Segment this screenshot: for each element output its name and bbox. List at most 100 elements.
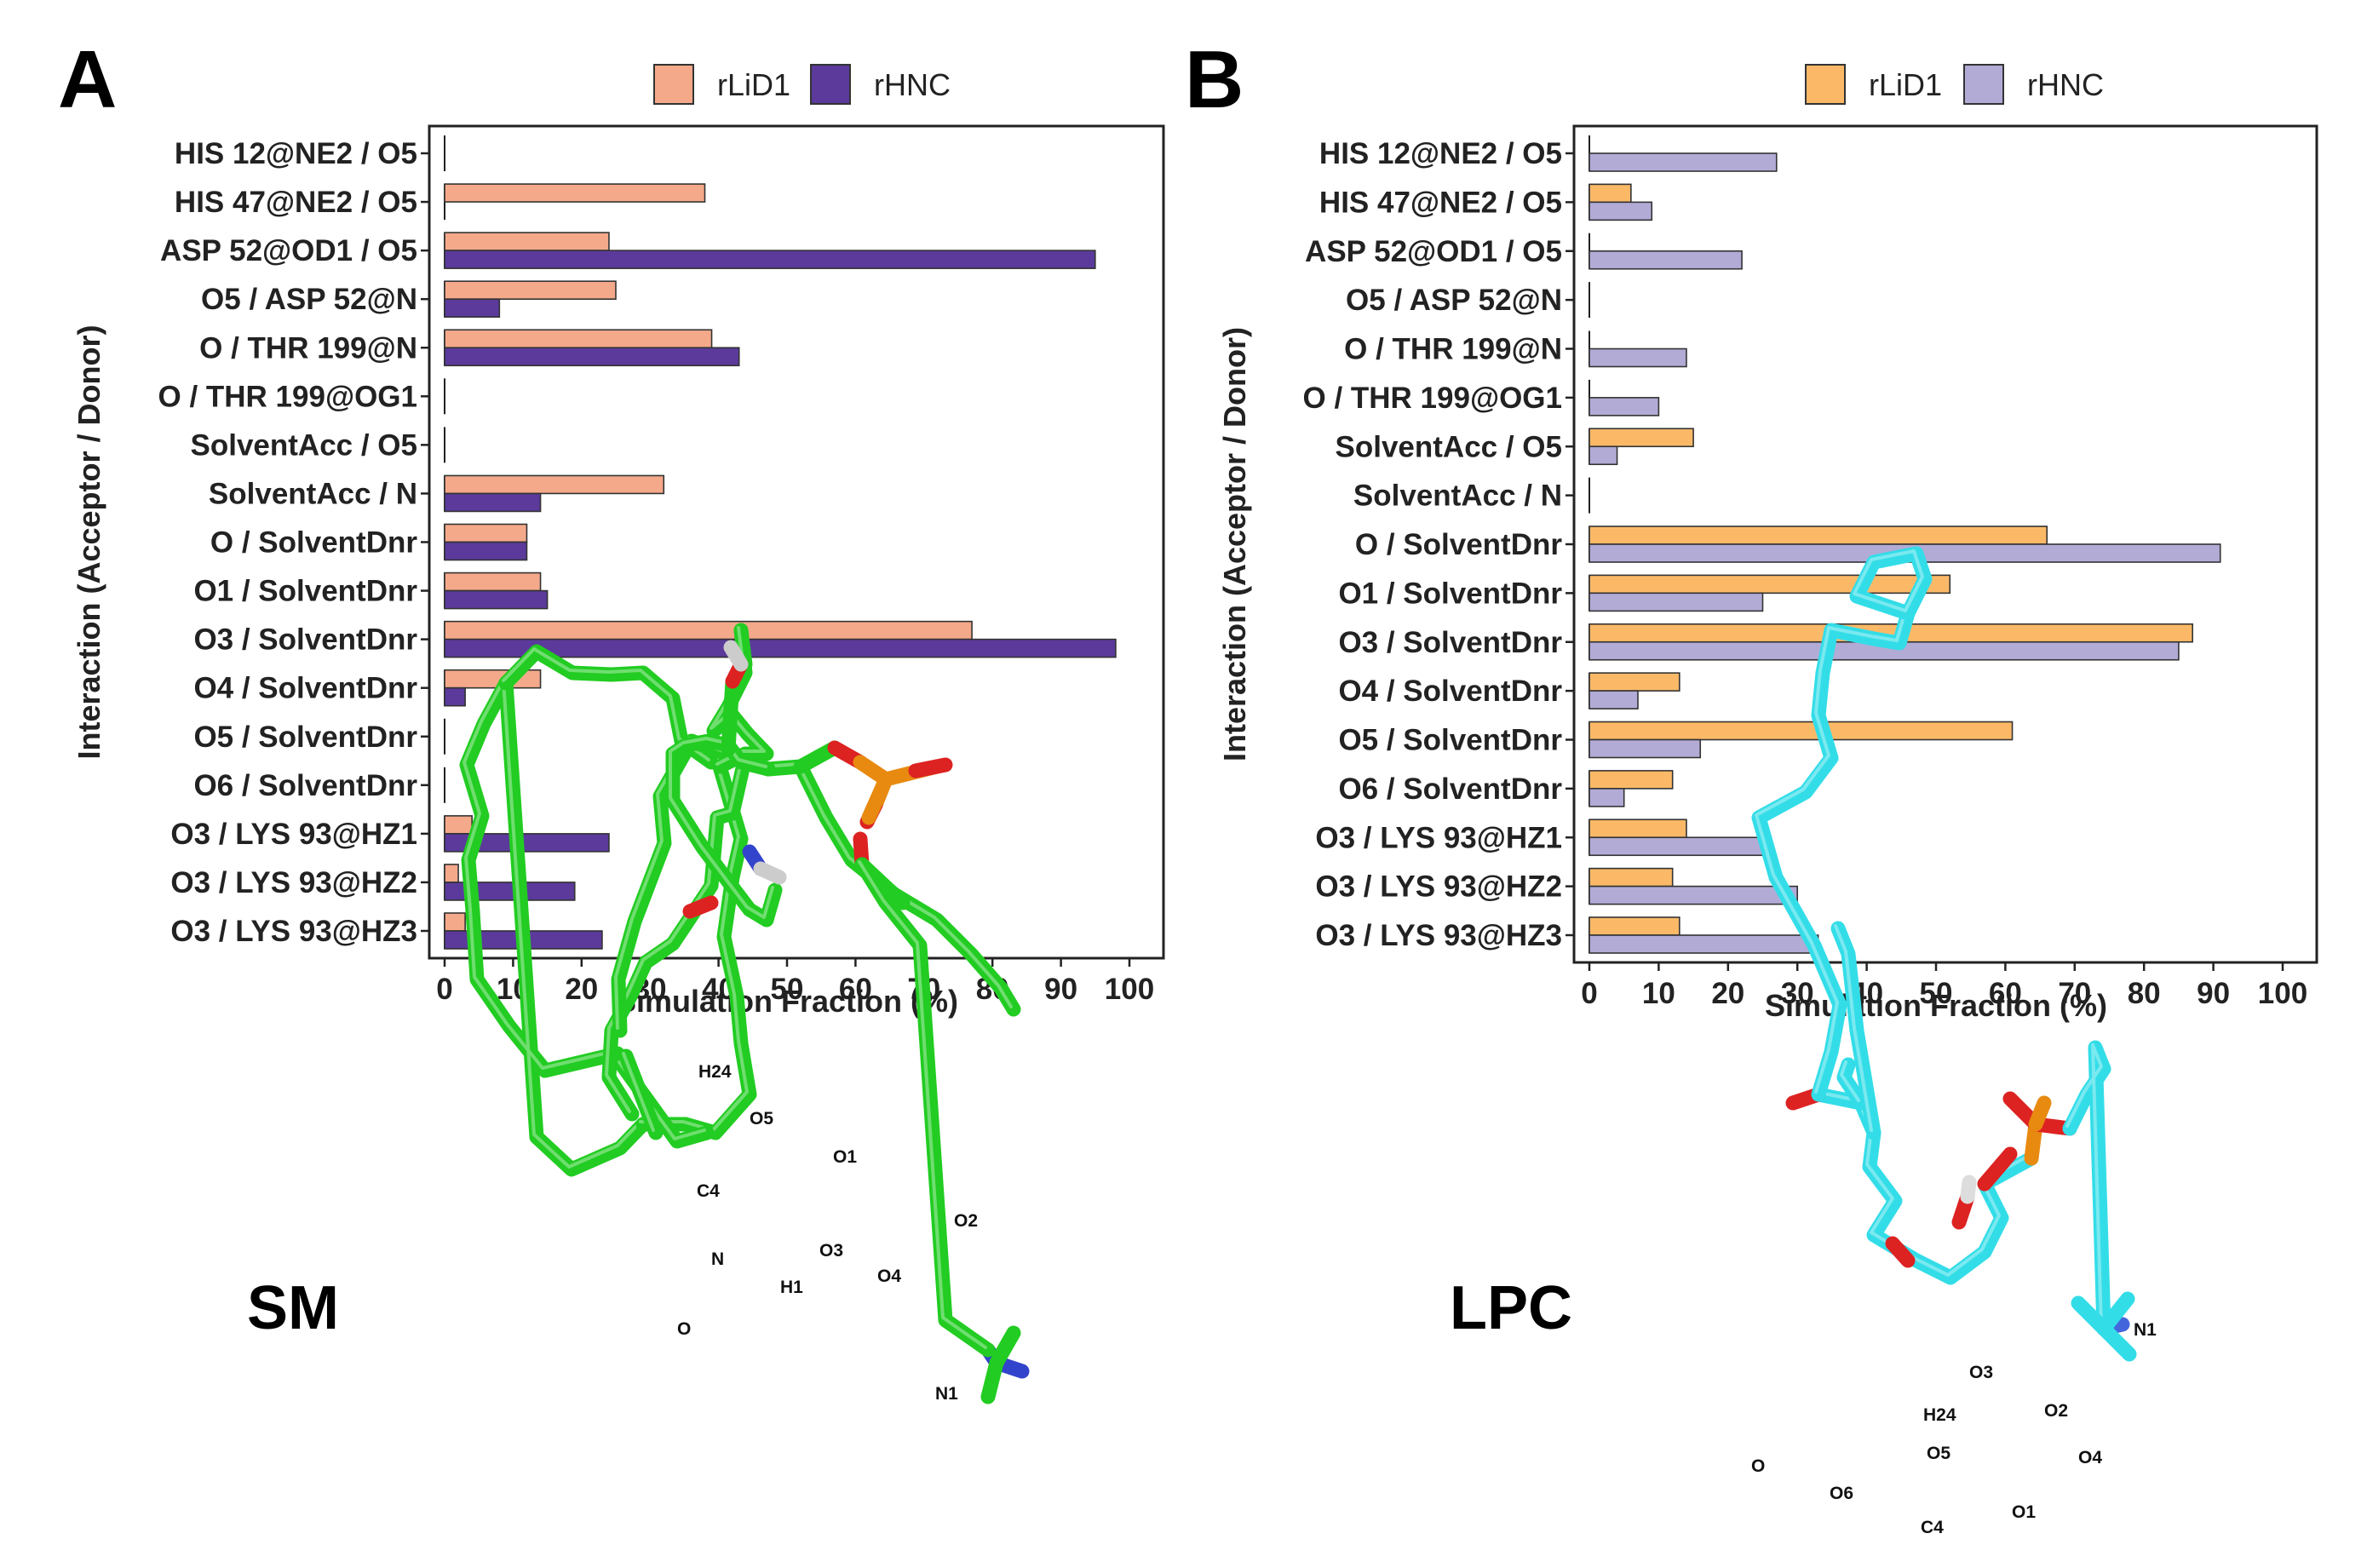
bar-rhnc	[444, 686, 466, 707]
category-label: O6 / SolventDnr	[1338, 773, 1562, 806]
category-label: O3 / SolventDnr	[193, 623, 417, 657]
x-tick-label: 60	[1989, 977, 2022, 1010]
category-label: SolventAcc / O5	[1336, 430, 1562, 463]
x-tick-label: 80	[2128, 977, 2161, 1010]
bar-rlid1	[444, 864, 459, 883]
sm-chain-8	[618, 1048, 664, 1140]
sm-o	[682, 895, 719, 919]
bar-rlid1	[444, 912, 466, 932]
legend-label-rlid1: rLiD1	[1869, 67, 1942, 102]
bar-rhnc	[1589, 201, 1653, 221]
category-label: O / THR 199@OG1	[1303, 382, 1563, 415]
lpc-tail-3	[1849, 546, 1933, 621]
bar-rlid1	[1589, 721, 2014, 741]
lpc-chain-1b	[1836, 1057, 1869, 1111]
bar-rlid1	[1589, 867, 1674, 887]
panel-letter: B	[1185, 34, 1244, 125]
bar-rhnc	[444, 541, 528, 561]
sm-h24	[723, 640, 749, 672]
x-axis-title: Simulation Fraction (%)	[1765, 988, 2107, 1023]
sm-o2	[908, 757, 953, 778]
bar-rlid1	[1589, 818, 1687, 839]
lpc-n1-me3	[2096, 1291, 2135, 1336]
x-tick-label: 20	[1711, 977, 1744, 1010]
bar-rhnc	[1589, 934, 1819, 954]
bar-rlid1	[1589, 574, 1951, 594]
lpc-tail-3-highlight	[1853, 549, 1924, 612]
atom-label-o: O	[1751, 1456, 1765, 1476]
category-label: O / SolventDnr	[1355, 528, 1562, 561]
molecule-name-lpc: LPC	[1450, 1274, 1572, 1342]
atom-label-c4: C4	[697, 1181, 720, 1201]
atom-label-o3: O3	[1969, 1363, 1993, 1382]
atom-label-h1: H1	[780, 1278, 803, 1297]
x-tick-label: 10	[1642, 977, 1675, 1010]
category-label: HIS 12@NE2 / O5	[175, 137, 417, 170]
sm-chain-2-highlight	[639, 762, 749, 1132]
x-tick-label: 0	[436, 973, 452, 1006]
molecule-name-sm: SM	[247, 1274, 339, 1342]
bar-rlid1	[1589, 672, 1680, 692]
x-tick-label: 50	[1920, 977, 1953, 1010]
sm-n1-me3	[980, 1355, 1004, 1404]
lpc-tail	[1751, 606, 1916, 1102]
x-tick-label: 90	[2197, 977, 2230, 1010]
bar-rlid1	[444, 815, 473, 835]
legend-label-rhnc: rHNC	[874, 67, 951, 102]
bar-rhnc	[444, 298, 501, 318]
category-label: O / THR 199@N	[1344, 333, 1562, 366]
category-label: O / THR 199@OG1	[158, 380, 418, 413]
bar-rhnc	[1589, 397, 1660, 416]
y-axis-title: Interaction (Acceptor / Donor)	[1217, 327, 1252, 761]
atom-label-o5: O5	[1927, 1444, 1950, 1463]
bar-rlid1	[444, 329, 713, 349]
atom-label-n1: N1	[2134, 1320, 2157, 1340]
bar-rlid1	[1589, 526, 2048, 545]
atom-label-o1: O1	[833, 1147, 857, 1167]
atom-label-o5: O5	[750, 1109, 773, 1129]
bar-rlid1	[444, 523, 528, 543]
legend-swatch-rhnc	[810, 64, 851, 105]
bar-rhnc	[444, 347, 740, 367]
category-label: O / THR 199@N	[199, 331, 417, 365]
category-label: O4 / SolventDnr	[1338, 675, 1562, 708]
bar-rhnc	[1589, 690, 1639, 709]
sm-chain-3-highlight	[502, 647, 710, 761]
bar-rhnc	[1589, 592, 1764, 612]
bar-rhnc	[1589, 788, 1625, 807]
bar-rhnc	[1589, 152, 1778, 172]
atom-label-o2: O2	[954, 1211, 978, 1231]
bar-rlid1	[444, 474, 665, 495]
category-label: HIS 47@NE2 / O5	[1319, 186, 1562, 219]
atom-label-o6: O6	[1830, 1484, 1853, 1503]
bar-rlid1	[1589, 183, 1632, 204]
bar-rhnc	[444, 638, 1117, 658]
atom-label-n1: N1	[935, 1384, 958, 1404]
x-tick-label: 0	[1581, 977, 1597, 1010]
legend-label-rlid1: rLiD1	[717, 67, 790, 102]
bar-rlid1	[1589, 428, 1694, 448]
sm-chain-1	[459, 675, 651, 1177]
category-label: SolventAcc / O5	[191, 428, 417, 462]
category-label: SolventAcc / N	[1353, 480, 1562, 513]
category-label: O5 / ASP 52@N	[201, 283, 417, 316]
category-label: HIS 47@NE2 / O5	[175, 186, 417, 219]
category-label: ASP 52@OD1 / O5	[1305, 235, 1562, 268]
lpc-choline	[2062, 1040, 2111, 1336]
sm-choline-highlight	[858, 860, 987, 1349]
category-label: O5 / ASP 52@N	[1346, 284, 1562, 317]
bar-rlid1	[444, 183, 706, 203]
category-label: O1 / SolventDnr	[193, 575, 417, 608]
atom-label-n: N	[711, 1249, 724, 1269]
atom-label-o4: O4	[877, 1266, 901, 1286]
category-label: O4 / SolventDnr	[193, 672, 417, 705]
molecule-structures: H24 O5 O1 O2 C4 O3 O4 N H1 O N1 SM N1 O3 O2 H24 O4 O5 O O6 C…	[247, 546, 2157, 1537]
lpc-o6	[1885, 1236, 1916, 1268]
lpc-tail-2-highlight	[1834, 924, 1873, 1132]
legend-swatch-rlid1	[653, 64, 694, 105]
sm-chain-4	[601, 761, 750, 1122]
category-label: O3 / LYS 93@HZ1	[1315, 821, 1562, 854]
category-label: HIS 12@NE2 / O5	[1319, 137, 1562, 170]
